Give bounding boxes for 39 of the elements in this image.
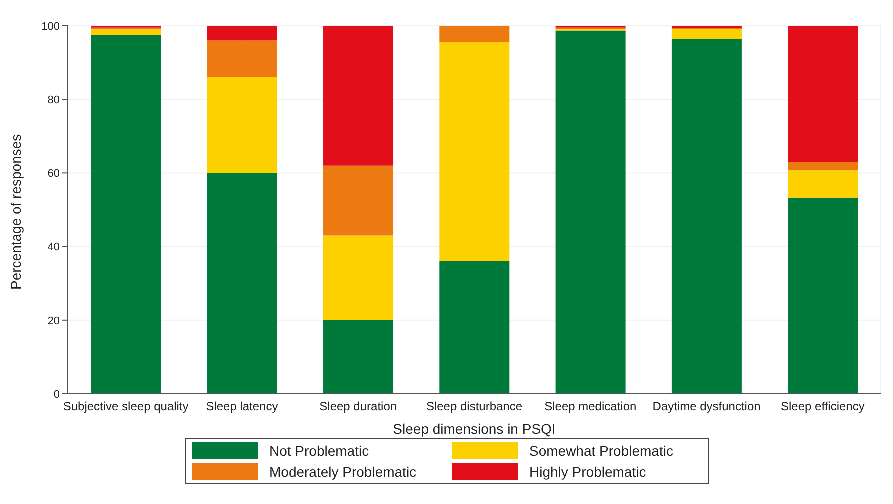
x-tick-label: Sleep efficiency bbox=[781, 400, 865, 414]
bar bbox=[672, 29, 742, 40]
x-tick-label: Sleep medication bbox=[544, 400, 637, 414]
y-tick-label: 100 bbox=[42, 20, 60, 33]
y-tick-label: 80 bbox=[48, 94, 60, 107]
y-tick-label: 20 bbox=[48, 315, 60, 328]
bar bbox=[556, 30, 626, 394]
bar bbox=[672, 39, 742, 394]
bar bbox=[324, 236, 394, 320]
y-tick-label: 60 bbox=[48, 168, 60, 180]
legend-label: Moderately Problematic bbox=[270, 464, 417, 480]
x-axis-title: Sleep dimensions in PSQI bbox=[393, 421, 556, 437]
bar bbox=[440, 42, 510, 262]
bar bbox=[207, 26, 278, 41]
y-tick-label: 40 bbox=[48, 242, 60, 254]
bar bbox=[788, 170, 858, 198]
bar bbox=[207, 173, 278, 394]
x-tick-label: Sleep disturbance bbox=[426, 400, 523, 414]
legend-label: Highly Problematic bbox=[530, 464, 646, 480]
bar bbox=[207, 78, 278, 174]
legend-label: Somewhat Problematic bbox=[530, 442, 674, 458]
x-tick-label: Daytime dysfunction bbox=[652, 400, 761, 414]
x-tick-label: Sleep duration bbox=[320, 400, 398, 414]
legend-label: Not Problematic bbox=[270, 442, 370, 458]
x-tick-label: Sleep latency bbox=[206, 400, 278, 414]
bar bbox=[788, 26, 858, 163]
bar bbox=[324, 26, 394, 166]
y-axis-title: Percentage of responses bbox=[8, 134, 24, 290]
bar bbox=[324, 166, 394, 236]
bar bbox=[91, 30, 162, 36]
bar bbox=[91, 35, 162, 394]
x-tick-label: Subjective sleep quality bbox=[63, 400, 189, 414]
bar bbox=[788, 162, 858, 171]
bar bbox=[440, 26, 510, 43]
y-tick-label: 0 bbox=[54, 388, 60, 401]
bar bbox=[324, 320, 394, 394]
bar bbox=[207, 40, 278, 78]
bar bbox=[440, 262, 510, 394]
bar bbox=[788, 198, 858, 394]
